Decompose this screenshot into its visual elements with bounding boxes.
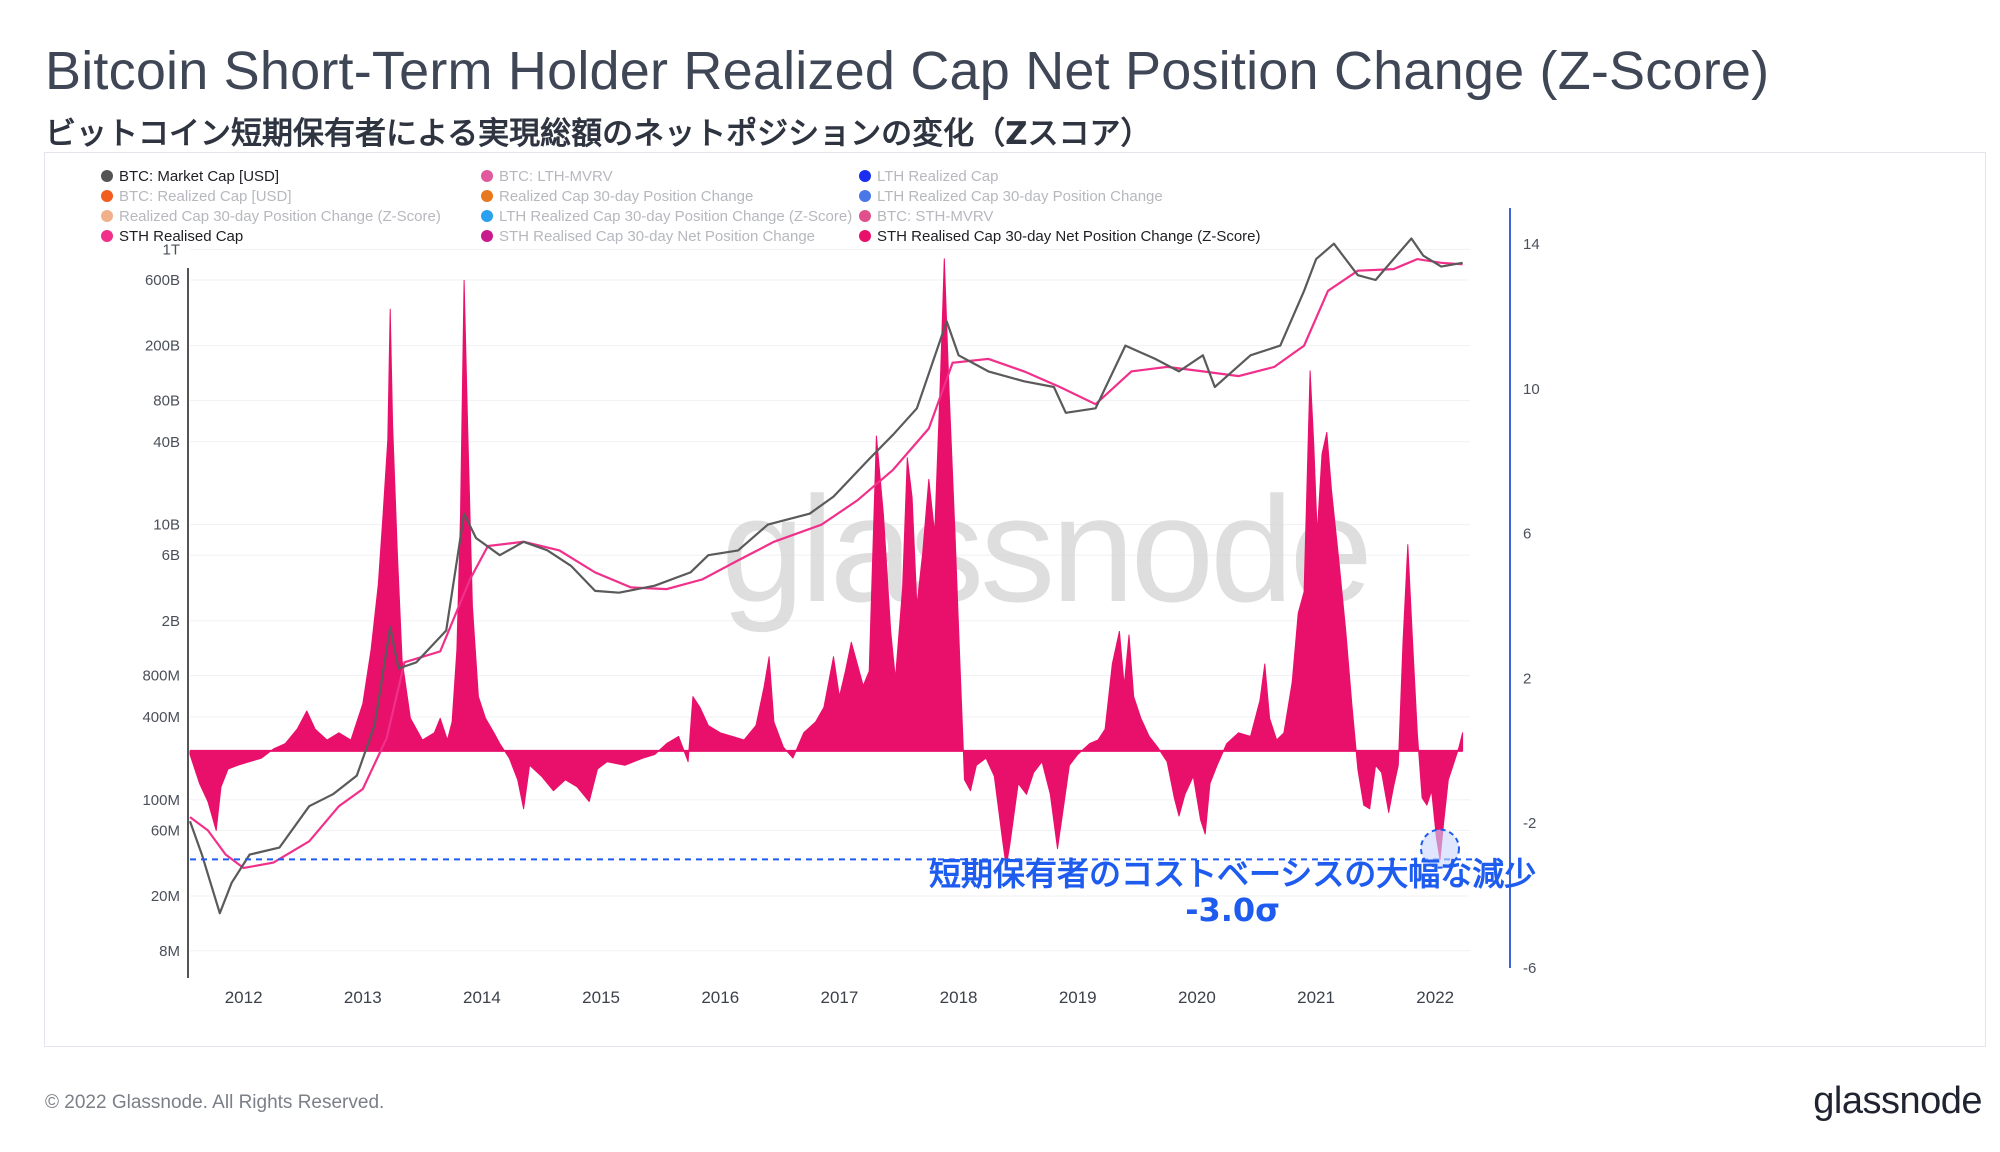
- x-tick-label: 2016: [701, 988, 739, 1007]
- right-tick-label: -6: [1523, 960, 1536, 977]
- legend-item[interactable]: LTH Realized Cap 30-day Position Change: [859, 188, 1163, 205]
- legend-item[interactable]: STH Realised Cap: [101, 228, 243, 245]
- legend-item[interactable]: STH Realised Cap 30-day Net Position Cha…: [481, 228, 815, 245]
- legend-label: Realized Cap 30-day Position Change: [499, 188, 753, 205]
- annotations: 短期保有者のコストベーシスの大幅な減少-3.0σ: [190, 828, 1536, 929]
- watermark: glassnode: [721, 465, 1369, 633]
- x-tick-label: 2019: [1059, 988, 1097, 1007]
- chart-subtitle: ビットコイン短期保有者による実現総額のネットポジションの変化（Zスコア）: [45, 116, 1152, 152]
- x-tick-label: 2015: [582, 988, 620, 1007]
- market-cap-line: [188, 237, 1463, 915]
- legend-item[interactable]: LTH Realized Cap: [859, 168, 998, 185]
- legend-marker: [481, 210, 493, 222]
- x-tick-label: 2021: [1297, 988, 1335, 1007]
- axes: 1T 600B 200B 80B 40B 10B 6B 2B 800M 400M 100M 60M 20…: [142, 208, 1540, 1007]
- legend-marker: [859, 230, 871, 242]
- left-tick-label: 400M: [142, 709, 180, 726]
- legend-label: BTC: Market Cap [USD]: [119, 168, 279, 185]
- x-tick-label: 2014: [463, 988, 501, 1007]
- x-tick-label: 2018: [940, 988, 978, 1007]
- left-tick-label: 20M: [151, 888, 180, 905]
- left-tick-label: 60M: [151, 822, 180, 839]
- legend-marker: [101, 230, 113, 242]
- legend-label: LTH Realized Cap: [877, 168, 998, 185]
- legend-marker: [859, 190, 871, 202]
- legend-marker: [481, 190, 493, 202]
- left-tick-label: 200B: [145, 338, 180, 355]
- right-tick-label: 2: [1523, 670, 1531, 687]
- right-tick-label: 6: [1523, 526, 1531, 543]
- x-tick-label: 2017: [821, 988, 859, 1007]
- copyright: © 2022 Glassnode. All Rights Reserved.: [45, 1092, 385, 1113]
- legend-item[interactable]: STH Realised Cap 30-day Net Position Cha…: [859, 228, 1261, 245]
- glassnode-logo: glassnode: [1813, 1080, 1982, 1122]
- left-tick-label: 2B: [162, 613, 180, 630]
- annotation-sigma: -3.0σ: [1185, 891, 1280, 929]
- legend-item[interactable]: LTH Realized Cap 30-day Position Change …: [481, 208, 852, 225]
- zscore-area: [189, 258, 1464, 868]
- legend-item[interactable]: BTC: STH-MVRV: [859, 208, 993, 225]
- chart-svg: glassnode 1T 600B 200B 80B 40B 10B 6B 2B 800M 400…: [101, 168, 1540, 1007]
- x-tick-label: 2020: [1178, 988, 1216, 1007]
- legend-label: STH Realised Cap: [119, 228, 243, 245]
- left-tick-label: 1T: [162, 241, 180, 258]
- legend-label: STH Realised Cap 30-day Net Position Cha…: [877, 228, 1261, 245]
- left-tick-label: 80B: [153, 392, 180, 409]
- left-tick-label: 40B: [153, 434, 180, 451]
- legend-marker: [481, 230, 493, 242]
- right-tick-label: -2: [1523, 815, 1536, 832]
- legend[interactable]: BTC: Market Cap [USD] BTC: LTH-MVRV LTH Re…: [101, 168, 1261, 245]
- legend-item[interactable]: Realized Cap 30-day Position Change (Z-S…: [101, 208, 441, 225]
- x-tick-label: 2013: [344, 988, 382, 1007]
- grid: [190, 248, 1470, 952]
- legend-marker: [101, 190, 113, 202]
- legend-label: LTH Realized Cap 30-day Position Change …: [499, 208, 852, 225]
- legend-marker: [101, 210, 113, 222]
- left-tick-label: 6B: [162, 547, 180, 564]
- legend-item[interactable]: BTC: Market Cap [USD]: [101, 168, 279, 185]
- legend-marker: [481, 170, 493, 182]
- left-tick-label: 600B: [145, 272, 180, 289]
- sth-realised-cap-line: [189, 257, 1463, 870]
- x-tick-label: 2022: [1416, 988, 1454, 1007]
- legend-label: BTC: Realized Cap [USD]: [119, 188, 292, 205]
- legend-label: BTC: STH-MVRV: [877, 208, 993, 225]
- annotation-text: 短期保有者のコストベーシスの大幅な減少: [929, 855, 1536, 893]
- highlight-circle: [1419, 828, 1460, 869]
- legend-label: BTC: LTH-MVRV: [499, 168, 613, 185]
- chart-title: Bitcoin Short-Term Holder Realized Cap N…: [45, 41, 1770, 101]
- right-tick-label: 10: [1523, 381, 1540, 398]
- legend-marker: [859, 170, 871, 182]
- left-tick-label: 100M: [142, 792, 180, 809]
- legend-item[interactable]: BTC: Realized Cap [USD]: [101, 188, 292, 205]
- right-tick-label: 14: [1523, 236, 1540, 253]
- legend-label: Realized Cap 30-day Position Change (Z-S…: [119, 208, 441, 225]
- legend-item[interactable]: Realized Cap 30-day Position Change: [481, 188, 753, 205]
- left-tick-label: 8M: [159, 943, 180, 960]
- chart-frame: glassnode 1T 600B 200B 80B 40B 10B 6B 2B 800M 400…: [44, 152, 1986, 1047]
- left-tick-label: 10B: [153, 517, 180, 534]
- legend-label: LTH Realized Cap 30-day Position Change: [877, 188, 1163, 205]
- legend-label: STH Realised Cap 30-day Net Position Cha…: [499, 228, 815, 245]
- legend-marker: [101, 170, 113, 182]
- x-tick-label: 2012: [225, 988, 263, 1007]
- legend-item[interactable]: BTC: LTH-MVRV: [481, 168, 613, 185]
- zscore-series: [189, 258, 1464, 868]
- legend-marker: [859, 210, 871, 222]
- left-tick-label: 800M: [142, 668, 180, 685]
- line-series: [188, 237, 1463, 915]
